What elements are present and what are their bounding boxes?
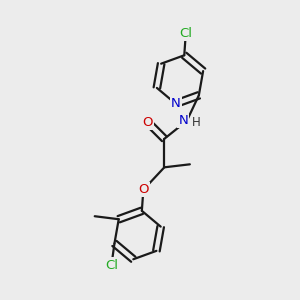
Text: O: O [138, 183, 148, 196]
Text: Cl: Cl [105, 259, 118, 272]
Text: H: H [191, 116, 200, 129]
Text: N: N [171, 97, 181, 110]
Text: N: N [178, 114, 188, 127]
Text: Cl: Cl [179, 27, 192, 40]
Text: O: O [142, 116, 153, 129]
